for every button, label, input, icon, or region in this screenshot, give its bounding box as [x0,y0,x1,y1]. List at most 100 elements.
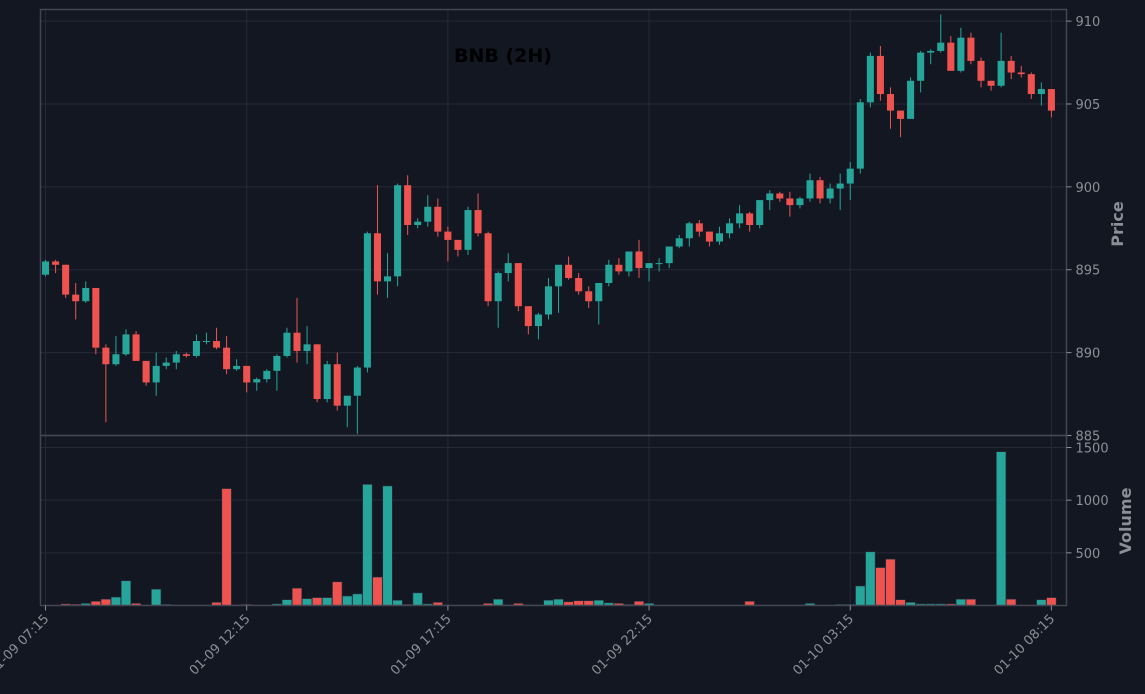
volume-bar [593,599,604,606]
volume-bar [301,598,313,606]
candle-body [756,200,764,225]
candle-body [213,341,221,348]
candle-body [665,246,673,264]
volume-bar [372,576,383,606]
candle-body [534,314,542,327]
candle-body [384,276,392,282]
candle-body [243,365,251,383]
candle-body [162,362,170,366]
candle-body [695,223,703,232]
volume-bar [895,599,906,606]
candle-body [655,263,663,265]
candle-body [736,213,744,224]
candle-body [957,37,965,71]
candle-body [172,354,180,363]
candle-body [514,263,522,307]
candle-body [373,233,381,282]
chart-title: BNB (2H) [454,45,552,67]
volume-bar [996,451,1007,606]
volume-bar [110,596,122,606]
candle-body [816,180,824,199]
candle-body [233,365,241,370]
price-axis-ticks: 885 890 895 900 905 910 [1066,15,1101,445]
candle-body [947,42,955,71]
volume-bar [342,595,353,606]
candle-body [726,223,734,234]
candle-body [122,334,130,355]
candle-body [786,198,794,206]
candle-body [685,223,693,239]
candle-body [62,264,70,295]
candle-body [414,221,422,225]
candle-body [675,238,683,247]
candle-body [524,306,532,327]
candle-body [424,206,432,222]
volume-tick-label: 500 [1076,547,1101,562]
candle-body [333,364,341,406]
volume-bar [291,587,303,606]
volume-bar [1036,599,1047,606]
volume-bar [362,484,373,606]
candle-body [907,80,915,119]
candle-body [967,37,975,61]
candle-body [977,60,985,81]
price-tick-label: 910 [1076,15,1101,30]
candle-body [555,264,563,287]
candle-body [434,206,442,232]
volume-bar [120,580,132,606]
volume-tick-label: 1500 [1076,442,1109,457]
volume-bar [322,597,333,606]
volume-bar [352,593,363,606]
candle-body [715,233,723,242]
volume-bar [1006,598,1017,606]
volume-bar [382,485,393,606]
candle-body [82,287,90,302]
candle-body [293,332,301,351]
volume-bar [543,599,554,606]
candle-body [404,185,412,225]
candle-body [886,94,894,111]
candle-body [927,50,935,53]
candle-body [866,55,874,103]
candle-body [313,344,321,400]
candle-body [776,193,784,199]
candle-body [595,283,603,302]
candle-body [92,287,100,348]
candle-body [1047,89,1055,111]
volume-bar [865,551,876,606]
price-tick-label: 900 [1076,181,1101,196]
candle-body [52,261,60,265]
candle-body [363,233,371,368]
price-tick-label: 895 [1076,264,1101,279]
candle-body [152,365,160,383]
candle-body [464,210,472,250]
candle-body [112,354,120,365]
volume-bar [875,567,886,606]
volume-bar [553,598,564,606]
candle-body [645,263,653,269]
volume-bar [332,581,343,606]
volume-bar [100,598,111,606]
candle-body [836,183,844,189]
candle-body [353,367,361,396]
candle-body [806,180,814,199]
candle-body [615,264,623,272]
candle-body [1007,60,1015,73]
candle-body [102,347,110,365]
candle-body [132,334,140,361]
volume-bar [1046,597,1057,606]
candle-body [826,188,834,199]
volume-axis-label: Volume [1116,487,1135,554]
candle-body [142,360,150,383]
candle-body [182,354,190,356]
volume-bar [281,599,293,606]
volume-bar [965,598,977,606]
candle-body [484,233,492,302]
volume-bar [312,597,323,606]
candle-body [876,55,884,95]
candle-body [917,52,925,81]
volume-bar [855,585,866,606]
candle-body [937,42,945,51]
price-axis-label: Price [1108,201,1127,247]
volume-bar [493,598,504,606]
